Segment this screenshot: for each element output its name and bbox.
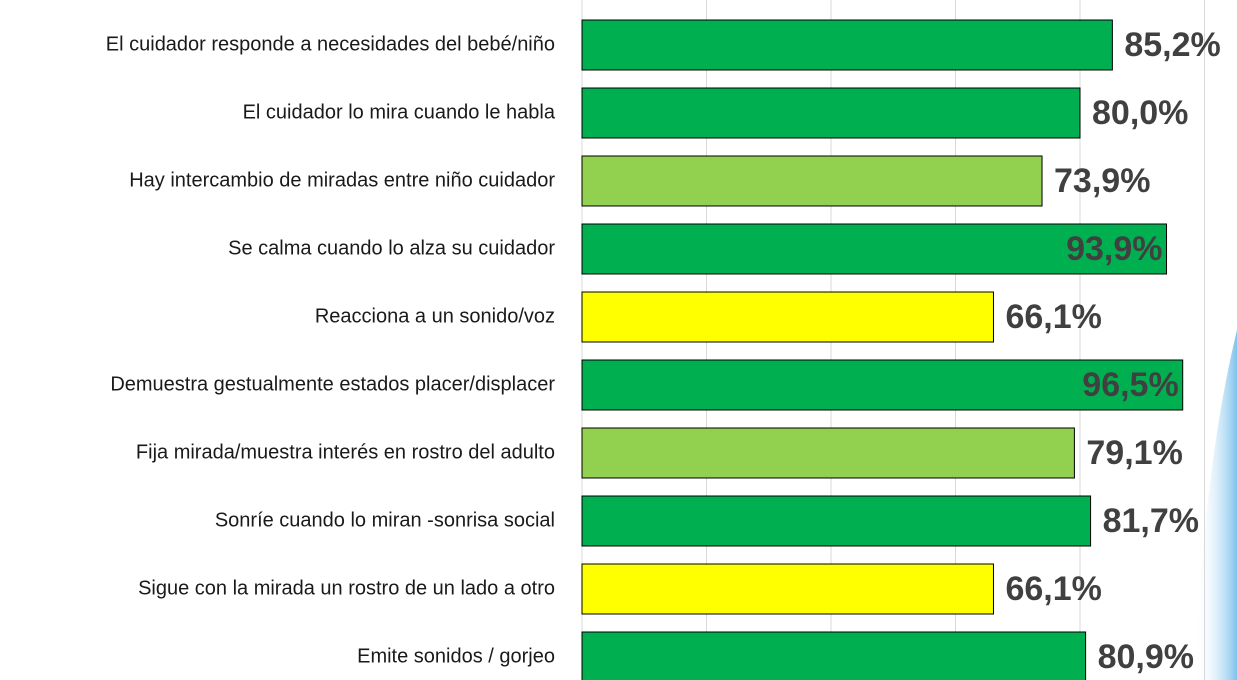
plot-area: El cuidador responde a necesidades del b… [106, 0, 1221, 680]
y-tick-label: El cuidador responde a necesidades del b… [106, 33, 555, 55]
bar [581, 19, 1113, 71]
data-label: 96,5% [1082, 366, 1178, 404]
y-tick-label: Hay intercambio de miradas entre niño cu… [129, 169, 555, 191]
bar [581, 563, 994, 615]
data-label: 80,0% [1092, 94, 1188, 132]
bar [581, 223, 1168, 275]
bar [581, 359, 1184, 411]
y-tick-label: Sigue con la mirada un rostro de un lado… [138, 577, 555, 599]
bar [581, 495, 1092, 547]
data-label: 73,9% [1054, 162, 1150, 200]
data-label: 81,7% [1103, 502, 1199, 540]
y-tick-label: Se calma cuando lo alza su cuidador [228, 237, 555, 259]
data-label: 93,9% [1066, 230, 1162, 268]
bar [581, 291, 994, 343]
y-tick-label: Sonríe cuando lo miran -sonrisa social [215, 509, 555, 531]
data-label: 80,9% [1098, 638, 1194, 676]
y-tick-label: Fija mirada/muestra interés en rostro de… [136, 441, 555, 463]
bar [581, 427, 1075, 479]
data-label: 85,2% [1124, 26, 1220, 64]
data-label: 66,1% [1005, 298, 1101, 336]
decoration [1195, 330, 1237, 680]
y-tick-label: El cuidador lo mira cuando le habla [243, 101, 556, 123]
y-tick-label: Reacciona a un sonido/voz [315, 305, 555, 327]
data-label: 66,1% [1005, 570, 1101, 608]
bar [581, 631, 1087, 680]
y-tick-label: Demuestra gestualmente estados placer/di… [110, 373, 555, 395]
bar [581, 87, 1081, 139]
data-label: 79,1% [1086, 434, 1182, 472]
bar [581, 155, 1043, 207]
y-tick-label: Emite sonidos / gorjeo [357, 645, 555, 667]
